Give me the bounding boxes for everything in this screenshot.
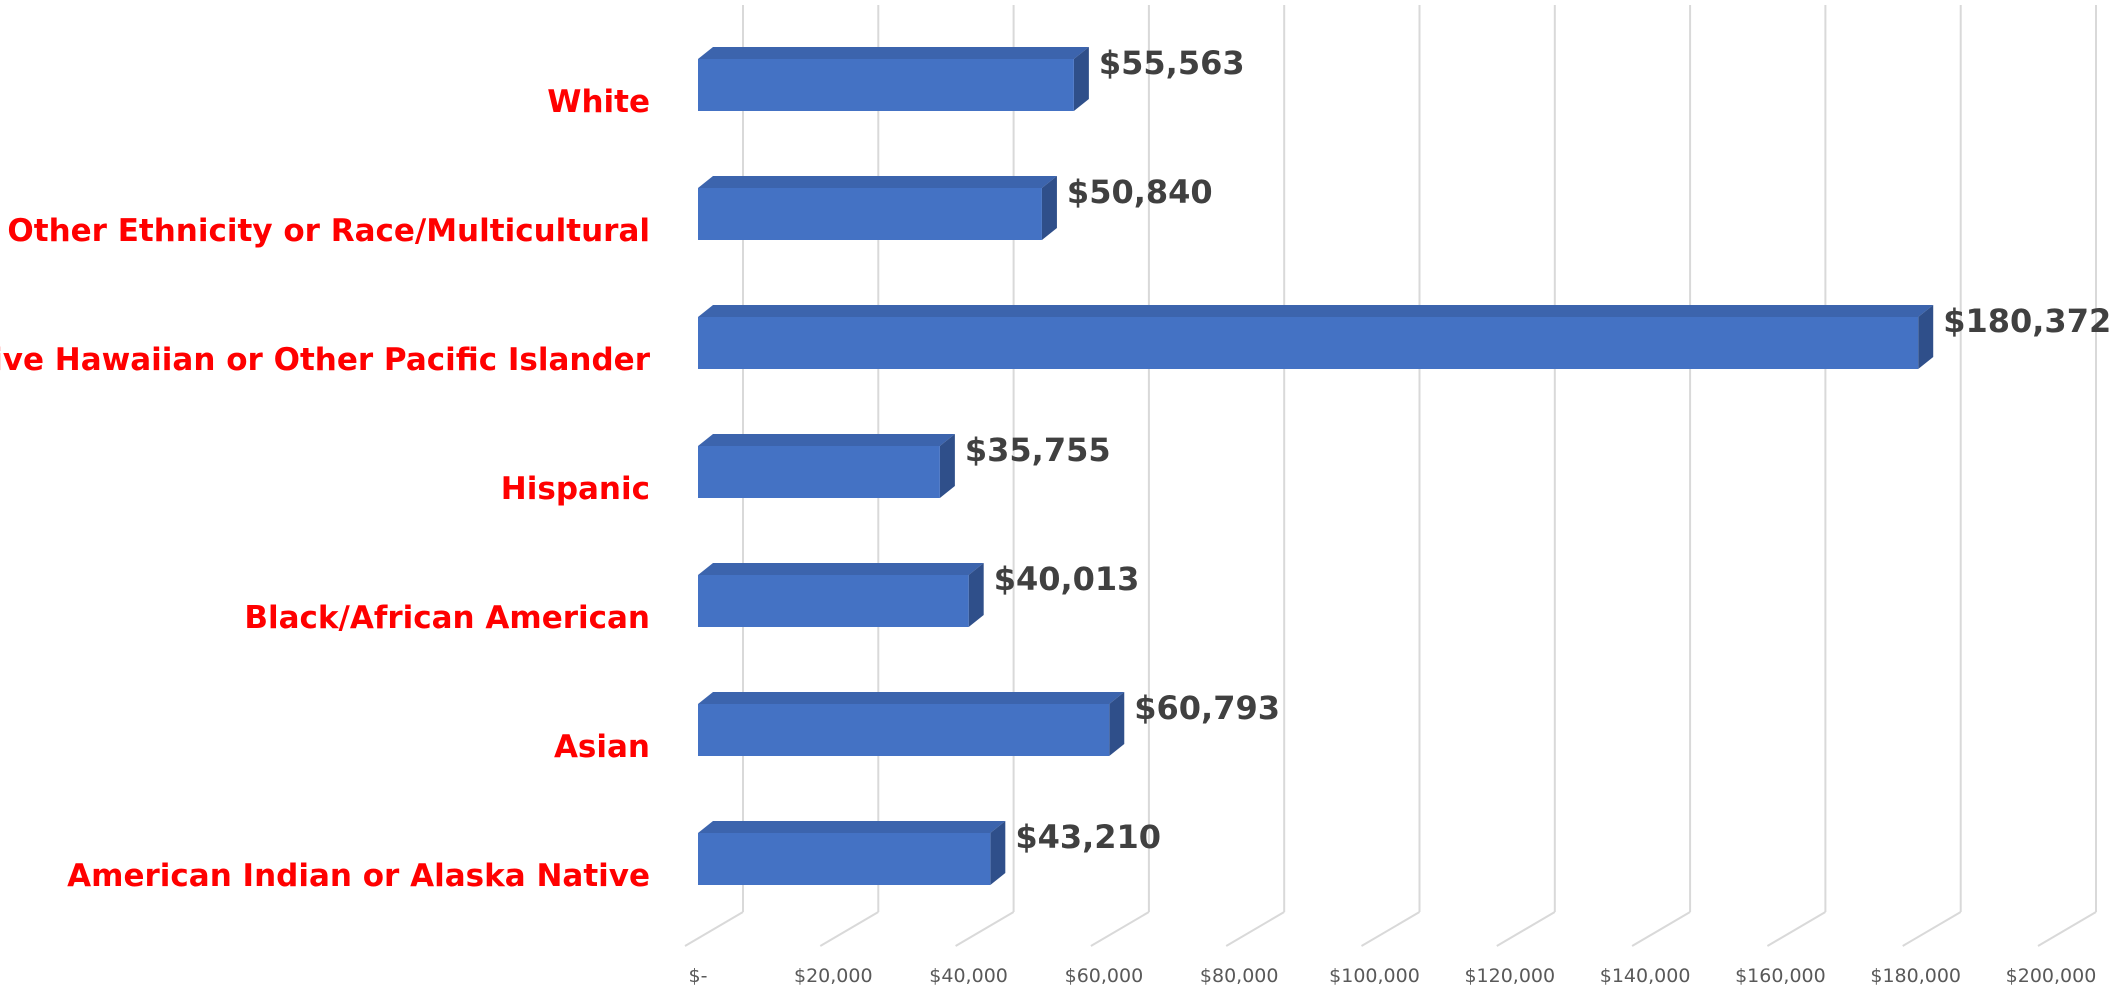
floor-gridline xyxy=(955,911,1015,947)
data-label: $50,840 xyxy=(1067,173,1213,211)
data-label: $35,755 xyxy=(965,431,1111,469)
category-label: Hispanic xyxy=(501,471,650,507)
bar-side-face xyxy=(1109,692,1125,756)
floor-gridline xyxy=(2037,911,2097,947)
bar-top-face xyxy=(698,47,1089,59)
x-axis-ticks: $- $20,000 $40,000 $60,000 $80,000 $100,000 $1… xyxy=(689,965,2097,987)
bar-side-face xyxy=(968,563,984,627)
bar-front-face xyxy=(698,446,940,498)
data-label: $43,210 xyxy=(1015,818,1161,856)
x-tick-label: $160,000 xyxy=(1735,965,1826,987)
category-label: Native Hawaiian or Other Pacific Islande… xyxy=(0,342,651,378)
value-labels: $55,563 $50,840 $180,372 $35,755 $40,013 $60,… xyxy=(965,44,2111,856)
x-tick-label: $80,000 xyxy=(1200,965,1279,987)
bar xyxy=(698,434,955,498)
floor-gridline xyxy=(1766,911,1826,947)
floor-gridline xyxy=(1090,911,1150,947)
data-label: $55,563 xyxy=(1099,44,1245,82)
data-label: $40,013 xyxy=(994,560,1140,598)
bar-side-face xyxy=(939,434,955,498)
bar-top-face xyxy=(698,692,1125,704)
bars xyxy=(698,47,1934,885)
bar-top-face xyxy=(698,176,1057,188)
floor-gridline xyxy=(819,911,879,947)
x-tick-label: $40,000 xyxy=(929,965,1008,987)
bar-side-face xyxy=(1918,305,1934,369)
category-label: Asian xyxy=(554,729,650,765)
x-tick-label: $200,000 xyxy=(2006,965,2097,987)
bar xyxy=(698,692,1125,756)
category-label: Black/African American xyxy=(244,600,650,636)
gridlines xyxy=(684,5,2097,947)
x-tick-label: $60,000 xyxy=(1065,965,1144,987)
bar-side-face xyxy=(1041,176,1057,240)
data-label: $60,793 xyxy=(1134,689,1280,727)
x-tick-label: $120,000 xyxy=(1464,965,1555,987)
bar-side-face xyxy=(1073,47,1089,111)
category-label: American Indian or Alaska Native xyxy=(67,858,650,894)
floor-gridline xyxy=(1902,911,1962,947)
bar-front-face xyxy=(698,59,1074,111)
bar xyxy=(698,47,1089,111)
bar-front-face xyxy=(698,575,969,627)
x-tick-label: $100,000 xyxy=(1329,965,1420,987)
bar xyxy=(698,821,1006,885)
bar-side-face xyxy=(990,821,1006,885)
bar-top-face xyxy=(698,434,955,446)
category-label: Other Ethnicity or Race/Multicultural xyxy=(7,213,650,249)
x-tick-label: $180,000 xyxy=(1870,965,1961,987)
bar-front-face xyxy=(698,704,1110,756)
bar xyxy=(698,176,1057,240)
bar-top-face xyxy=(698,305,1934,317)
x-tick-label: $140,000 xyxy=(1600,965,1691,987)
x-tick-label: $20,000 xyxy=(794,965,873,987)
category-label: White xyxy=(547,84,650,120)
floor-gridline xyxy=(1360,911,1421,947)
floor-gridline xyxy=(684,911,744,947)
floor-gridline xyxy=(1631,911,1691,947)
bar-front-face xyxy=(698,833,991,885)
bar xyxy=(698,305,1934,369)
data-label: $180,372 xyxy=(1943,302,2111,340)
floor-gridline xyxy=(1496,911,1556,947)
bar xyxy=(698,563,984,627)
bar-top-face xyxy=(698,821,1006,833)
bar-top-face xyxy=(698,563,984,575)
x-tick-label: $- xyxy=(689,965,708,987)
bar-front-face xyxy=(698,317,1919,369)
bar-front-face xyxy=(698,188,1042,240)
category-labels: White Other Ethnicity or Race/Multicultur… xyxy=(0,84,651,894)
floor-gridline xyxy=(1225,911,1285,947)
